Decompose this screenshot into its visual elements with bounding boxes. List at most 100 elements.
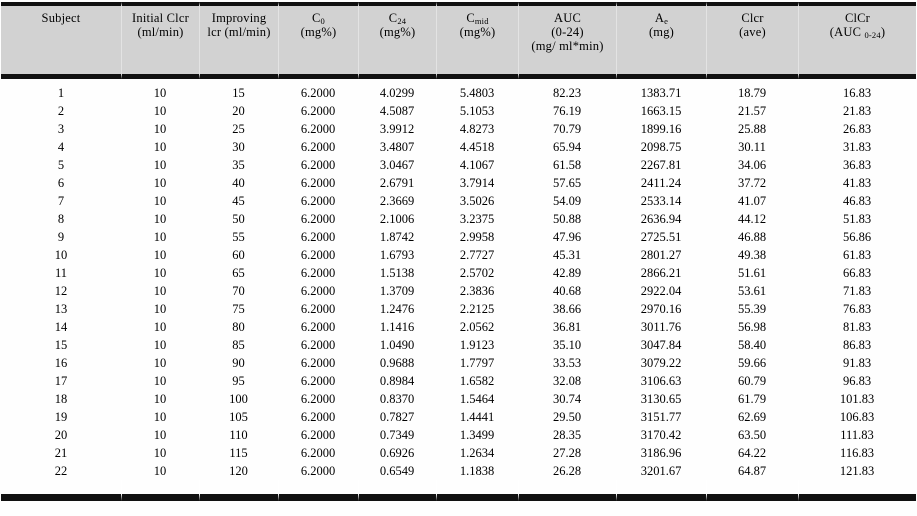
cell-initial-clcr: 10 (153, 230, 167, 244)
cell-auc-0-24: 32.08 (552, 374, 582, 388)
cell-cmid: 2.5702 (459, 266, 495, 280)
table-row: 22 10 120 6.2000 0.6549 1.1838 26.28 3201.67 64.… (1, 462, 916, 480)
cell-c24: 1.0490 (379, 338, 415, 352)
table-row: 7 10 45 6.2000 2.3669 3.5026 54.09 2533.14 41.07… (1, 192, 916, 210)
cell-ae: 3201.67 (640, 464, 682, 478)
cell-ae: 2922.04 (640, 284, 682, 298)
cell-clcr-auc: 36.83 (842, 158, 872, 172)
cell-initial-clcr: 10 (153, 122, 167, 136)
cell-subject: 19 (54, 410, 68, 424)
cell-initial-clcr: 10 (153, 374, 167, 388)
table-row: 13 10 75 6.2000 1.2476 2.2125 38.66 2970.16 55.3… (1, 300, 916, 318)
table-row: 20 10 110 6.2000 0.7349 1.3499 28.35 3170.42 63.… (1, 426, 916, 444)
cell-c24: 1.2476 (379, 302, 415, 316)
cell-clcr-ave: 60.79 (737, 374, 767, 388)
cell-initial-clcr: 10 (153, 356, 167, 370)
cell-initial-clcr: 10 (153, 158, 167, 172)
cell-clcr-ave: 41.07 (737, 194, 767, 208)
cell-c24: 2.6791 (379, 176, 415, 190)
cell-improving-lcr: 25 (232, 122, 245, 136)
cell-c24: 4.0299 (379, 86, 415, 100)
cell-ae: 3186.96 (640, 446, 682, 460)
cell-c24: 3.9912 (379, 122, 415, 136)
cell-c24: 3.4807 (379, 140, 415, 154)
table-bottom-rule (1, 480, 916, 501)
cell-c0: 6.2000 (300, 266, 336, 280)
cell-ae: 2267.81 (640, 158, 682, 172)
cell-ae: 3170.42 (640, 428, 682, 442)
column-header-line: AUC (554, 11, 581, 25)
cell-initial-clcr: 10 (153, 302, 167, 316)
cell-cmid: 2.3836 (459, 284, 495, 298)
cell-improving-lcr: 75 (232, 302, 245, 316)
cell-cmid: 1.2634 (459, 446, 495, 460)
column-header-line: Cmid (466, 11, 489, 26)
column-header-line: Ae (654, 11, 669, 26)
cell-initial-clcr: 10 (153, 104, 167, 118)
cell-auc-0-24: 35.10 (552, 338, 582, 352)
cell-c0: 6.2000 (300, 194, 336, 208)
cell-clcr-ave: 56.98 (737, 320, 767, 334)
cell-subject: 21 (54, 446, 68, 460)
column-header-line: (mg) (648, 25, 675, 39)
cell-improving-lcr: 45 (232, 194, 245, 208)
table-row: 10 10 60 6.2000 1.6793 2.7727 45.31 2801.27 49.3… (1, 246, 916, 264)
cell-ae: 3047.84 (640, 338, 682, 352)
table-row: 2 10 20 6.2000 4.5087 5.1053 76.19 1663.15 21.57… (1, 102, 916, 120)
cell-auc-0-24: 26.28 (552, 464, 582, 478)
cell-cmid: 1.1838 (459, 464, 495, 478)
cell-auc-0-24: 27.28 (552, 446, 582, 460)
cell-c24: 1.3709 (379, 284, 415, 298)
cell-ae: 3011.76 (640, 320, 682, 334)
cell-cmid: 1.3499 (459, 428, 495, 442)
cell-cmid: 1.5464 (459, 392, 495, 406)
cell-ae: 2533.14 (640, 194, 682, 208)
column-header-line: lcr (ml/min) (207, 25, 271, 39)
cell-subject: 4 (57, 140, 65, 154)
cell-improving-lcr: 20 (232, 104, 245, 118)
table-row: 4 10 30 6.2000 3.4807 4.4518 65.94 2098.75 30.11… (1, 138, 916, 156)
cell-clcr-auc: 86.83 (842, 338, 872, 352)
cell-clcr-auc: 101.83 (839, 392, 875, 406)
bottom-rule-segment (358, 480, 436, 501)
cell-clcr-auc: 46.83 (842, 194, 872, 208)
cell-ae: 1663.15 (640, 104, 682, 118)
cell-auc-0-24: 76.19 (552, 104, 582, 118)
cell-clcr-ave: 25.88 (737, 122, 767, 136)
table-row: 8 10 50 6.2000 2.1006 3.2375 50.88 2636.94 44.12… (1, 210, 916, 228)
cell-c24: 0.6549 (379, 464, 415, 478)
cell-cmid: 2.9958 (459, 230, 495, 244)
cell-improving-lcr: 15 (232, 86, 245, 100)
cell-cmid: 2.2125 (459, 302, 495, 316)
cell-subject: 20 (54, 428, 68, 442)
cell-initial-clcr: 10 (153, 266, 167, 280)
cell-subject: 17 (54, 374, 68, 388)
cell-cmid: 3.5026 (459, 194, 495, 208)
cell-subject: 22 (54, 464, 68, 478)
cell-clcr-auc: 96.83 (842, 374, 872, 388)
cell-clcr-ave: 63.50 (737, 428, 767, 442)
column-header-c24: C24 (mg%) (358, 2, 436, 79)
cell-c0: 6.2000 (300, 212, 336, 226)
cell-cmid: 1.4441 (459, 410, 495, 424)
pharmacokinetics-table: Subject Initial Clcr (ml/min) Improving lcr … (1, 2, 916, 501)
column-header-ae: Ae (mg) (616, 2, 706, 79)
cell-clcr-ave: 53.61 (737, 284, 767, 298)
cell-cmid: 3.7914 (459, 176, 495, 190)
column-header-auc-0-24: AUC (0-24) (mg/ ml*min) (518, 2, 616, 79)
cell-subject: 2 (57, 104, 65, 118)
cell-clcr-ave: 18.79 (737, 86, 767, 100)
cell-clcr-auc: 111.83 (840, 428, 874, 442)
column-header-line: C0 (312, 11, 325, 26)
cell-c0: 6.2000 (300, 374, 336, 388)
cell-auc-0-24: 57.65 (552, 176, 582, 190)
cell-clcr-ave: 59.66 (737, 356, 767, 370)
cell-subject: 3 (57, 122, 65, 136)
cell-clcr-auc: 116.83 (840, 446, 874, 460)
bottom-rule-segment (798, 480, 916, 501)
cell-subject: 6 (57, 176, 65, 190)
cell-c24: 2.1006 (379, 212, 415, 226)
cell-clcr-ave: 30.11 (738, 140, 766, 154)
column-header-improving-lcr: Improving lcr (ml/min) (199, 2, 278, 79)
